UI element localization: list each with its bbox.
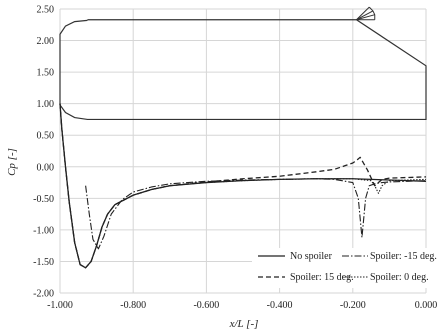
y-tick-label: 2.00 [37,36,55,47]
tick-labels: 2.50 2.00 1.50 1.00 0.50 0.00 -0.50 -1.00 -1.50 -… [33,5,437,312]
x-tick-label: -0.400 [267,300,293,311]
legend-background [252,248,432,288]
y-tick-label: 0.50 [37,131,55,142]
spoiler-position-line [356,10,374,21]
x-tick-label: 0.000 [415,300,437,311]
y-tick-label: -1.50 [33,257,54,268]
x-tick-label: -0.600 [193,300,219,311]
y-tick-label: -0.50 [33,194,54,205]
series-line-dotted [59,103,427,269]
series-lines [59,103,427,269]
legend-label-no-spoiler: No spoiler [290,251,333,262]
hull-outline-path [59,19,427,121]
x-axis-title: x/L [-] [229,318,259,330]
series-line-dashdot [85,178,427,250]
spoiler-position-line [356,6,370,21]
legend-label-spoiler-15: Spoiler: 15 deg. [290,272,354,283]
legend-label-spoiler-0: Spoiler: 0 deg. [370,272,429,283]
y-tick-label: 0.00 [37,162,55,173]
y-tick-label: 1.00 [37,99,55,110]
series-line-solid [59,103,427,269]
y-tick-label: -1.00 [33,225,54,236]
hull-outline [59,6,427,121]
x-tick-label: -1.000 [47,300,73,311]
y-tick-label: 2.50 [37,5,55,16]
spoiler-position-line [356,14,375,21]
y-axis-title: Cp [-] [6,148,18,176]
spoiler-fan-arc [368,6,376,20]
y-tick-label: 1.50 [37,68,55,79]
legend: No spoiler Spoiler: 15 deg. Spoiler: -15… [252,248,437,288]
series-line-dashed [59,103,427,269]
x-tick-label: -0.200 [340,300,366,311]
legend-label-spoiler-minus15: Spoiler: -15 deg. [370,251,437,262]
x-tick-label: -0.800 [120,300,146,311]
y-tick-label: -2.00 [33,289,54,300]
